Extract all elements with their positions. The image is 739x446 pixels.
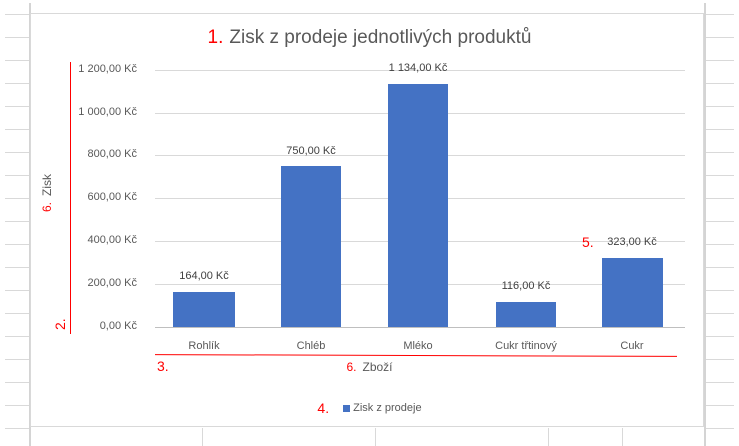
grid-line — [5, 290, 30, 291]
grid-line — [706, 313, 734, 314]
annotation-4: 4. — [317, 400, 330, 416]
annotation-2: 2. — [52, 318, 68, 330]
grid-line — [548, 428, 549, 446]
grid-line — [5, 267, 30, 268]
grid-line — [706, 221, 734, 222]
data-label: 1 134,00 Kč — [388, 62, 448, 74]
grid-line — [706, 129, 734, 130]
grid-line — [706, 106, 734, 107]
annotation-y-axis-line — [70, 62, 71, 334]
grid-line — [706, 152, 734, 153]
grid-line — [704, 3, 706, 446]
grid-line — [375, 428, 376, 446]
grid-line — [706, 60, 734, 61]
grid-line — [5, 14, 30, 15]
y-tick: 0,00 Kč — [99, 320, 137, 332]
grid-line — [706, 14, 734, 15]
grid-line — [706, 382, 734, 383]
grid-line — [5, 313, 30, 314]
y-tick: 1 200,00 Kč — [78, 63, 137, 75]
legend[interactable]: 4. Zisk z prodeje — [0, 400, 739, 416]
grid-line — [706, 37, 734, 38]
annotation-6-x: 6. — [346, 360, 357, 374]
grid-line — [5, 428, 30, 429]
grid-line — [5, 175, 30, 176]
grid-line — [5, 129, 30, 130]
grid-line — [706, 244, 734, 245]
grid-line — [5, 221, 30, 222]
category-label: Chléb — [296, 340, 326, 352]
bar-cukr-trtinovy[interactable] — [496, 302, 556, 327]
grid-line — [5, 359, 30, 360]
gridline-1200 — [155, 70, 685, 71]
bar-cukr[interactable] — [602, 258, 663, 327]
y-tick: 600,00 Kč — [87, 191, 137, 203]
data-label: 164,00 Kč — [179, 270, 229, 282]
category-label: Cukr — [620, 340, 644, 352]
bar-rohlik[interactable] — [173, 292, 235, 327]
bar-chleb[interactable] — [281, 166, 341, 327]
grid-line — [706, 405, 734, 406]
x-axis-title[interactable]: 6. Zboží — [0, 360, 739, 374]
grid-line — [5, 106, 30, 107]
grid-line — [706, 267, 734, 268]
chart-area[interactable] — [30, 13, 704, 427]
category-label: Mléko — [403, 340, 433, 352]
grid-line — [5, 244, 30, 245]
grid-line — [5, 83, 30, 84]
annotation-1: 1. — [207, 27, 224, 48]
y-tick: 400,00 Kč — [87, 234, 137, 246]
y-tick: 800,00 Kč — [87, 148, 137, 160]
grid-line — [5, 152, 30, 153]
annotation-6-y: 6. — [40, 201, 54, 212]
annotation-3: 3. — [157, 358, 169, 374]
grid-line — [5, 198, 30, 199]
y-tick: 200,00 Kč — [87, 277, 137, 289]
chart-title[interactable]: 1. Zisk z prodeje jednotlivých produktů — [0, 27, 739, 49]
grid-line — [706, 198, 734, 199]
y-axis-title[interactable]: 6. Zisk — [40, 174, 54, 212]
x-axis-title-text: Zboží — [362, 360, 393, 374]
grid-line — [5, 336, 30, 337]
grid-line — [706, 83, 734, 84]
y-tick: 1 000,00 Kč — [78, 106, 137, 118]
grid-line — [5, 60, 30, 61]
grid-line — [706, 359, 734, 360]
grid-line — [706, 290, 734, 291]
category-label: Cukr třtinový — [495, 340, 557, 352]
grid-line — [706, 336, 734, 337]
bar-mleko[interactable] — [388, 84, 448, 327]
grid-line — [706, 175, 734, 176]
data-label: 750,00 Kč — [286, 145, 336, 157]
data-label: 323,00 Kč — [607, 236, 657, 248]
data-label: 116,00 Kč — [501, 280, 551, 292]
grid-line — [622, 428, 623, 446]
chart-title-text: Zisk z prodeje jednotlivých produktů — [229, 27, 532, 48]
annotation-5: 5. — [582, 234, 594, 250]
grid-line — [706, 428, 734, 429]
grid-line — [5, 382, 30, 383]
category-label: Rohlík — [188, 340, 220, 352]
grid-line — [5, 37, 30, 38]
x-axis-line — [155, 327, 685, 328]
legend-label: Zisk z prodeje — [353, 402, 422, 414]
grid-line — [5, 405, 30, 406]
y-axis-title-text: Zisk — [40, 173, 54, 196]
grid-line — [202, 428, 203, 446]
legend-swatch-icon — [343, 404, 351, 412]
